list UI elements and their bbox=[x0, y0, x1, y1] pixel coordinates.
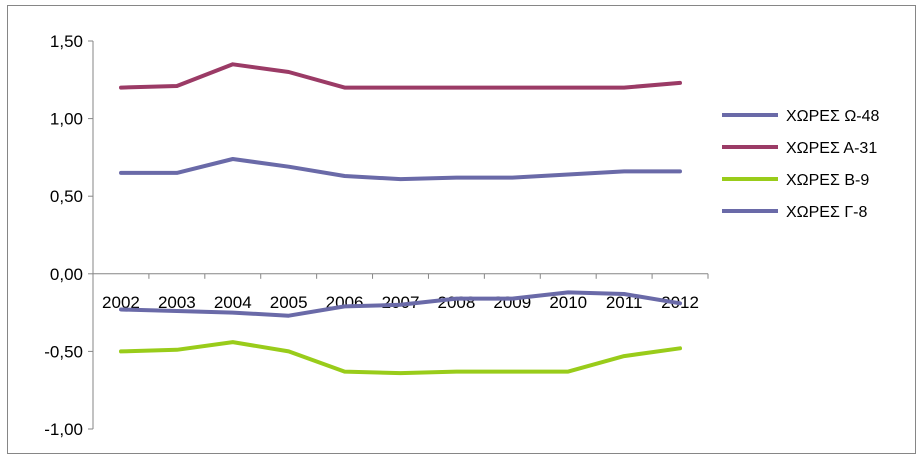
x-axis-labels: 2002 2003 2004 2005 2006 2007 2008 2009 2010 2011… bbox=[102, 293, 699, 312]
x-tick-label: 2004 bbox=[214, 293, 252, 312]
chart-frame: 2002 2003 2004 2005 2006 2007 2008 2009 2010 2011… bbox=[7, 5, 916, 454]
legend-label: ΧΩΡΕΣ Α-31 bbox=[786, 140, 877, 157]
y-tick-label: -0,50 bbox=[44, 342, 83, 361]
line-chart: 2002 2003 2004 2005 2006 2007 2008 2009 2010 2011… bbox=[44, 32, 880, 439]
x-tick-label: 2003 bbox=[158, 293, 196, 312]
series-lines bbox=[119, 62, 682, 376]
y-tick-label: 1,00 bbox=[50, 110, 83, 129]
x-tick-label: 2010 bbox=[549, 293, 587, 312]
series-line-3 bbox=[119, 290, 682, 318]
legend-label: ΧΩΡΕΣ Γ-8 bbox=[786, 204, 867, 221]
chart-axes bbox=[88, 40, 709, 430]
y-tick-label: 0,50 bbox=[50, 187, 83, 206]
series-line-0 bbox=[119, 157, 682, 182]
x-tick-label: 2005 bbox=[270, 293, 308, 312]
series-line-1 bbox=[119, 62, 682, 90]
series-line-2 bbox=[119, 340, 682, 376]
y-tick-label: 0,00 bbox=[50, 265, 83, 284]
legend-label: ΧΩΡΕΣ Ω-48 bbox=[786, 108, 880, 125]
x-tick-label: 2008 bbox=[437, 293, 475, 312]
legend-label: ΧΩΡΕΣ Β-9 bbox=[786, 172, 869, 189]
x-tick-label: 2002 bbox=[102, 293, 140, 312]
y-tick-label: -1,00 bbox=[44, 420, 83, 439]
legend: ΧΩΡΕΣ Ω-48 ΧΩΡΕΣ Α-31 ΧΩΡΕΣ Β-9 ΧΩΡΕΣ Γ-8 bbox=[722, 108, 880, 221]
y-tick-label: 1,50 bbox=[50, 32, 83, 51]
y-axis-labels: 1,50 1,00 0,50 0,00 -0,50 -1,00 bbox=[44, 32, 83, 439]
